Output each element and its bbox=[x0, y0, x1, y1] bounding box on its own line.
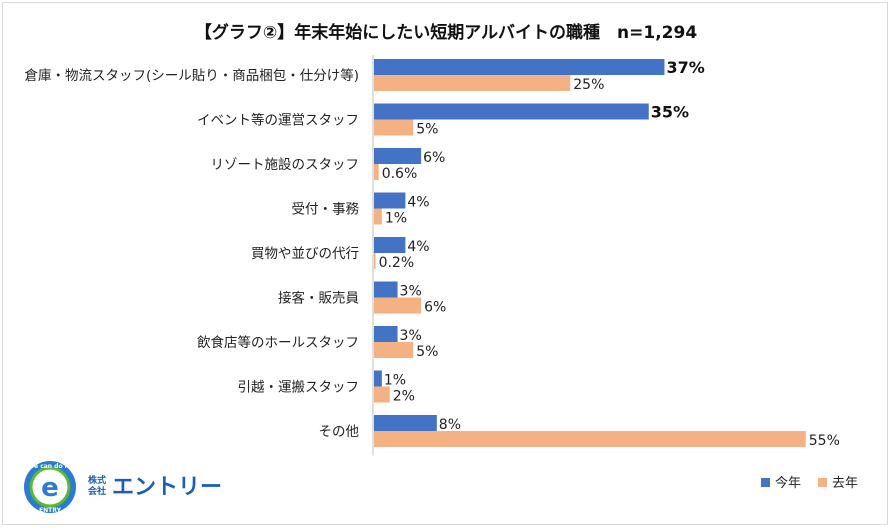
logo-ring-top-text: We can do it! bbox=[28, 463, 73, 470]
legend-label: 今年 bbox=[775, 475, 801, 491]
bar-last-year bbox=[374, 119, 414, 136]
data-label: 1% bbox=[385, 211, 407, 227]
data-label: 1% bbox=[384, 373, 406, 389]
category-label: イベント等の運営スタッフ bbox=[197, 112, 359, 129]
data-label: 25% bbox=[573, 77, 604, 93]
company-logo: e We can do it! ENTRY 株式 会社 エントリー bbox=[24, 461, 222, 514]
logo-letter: e bbox=[41, 473, 59, 503]
bar-last-year bbox=[374, 386, 390, 403]
category-label: 飲食店等のホールスタッフ bbox=[197, 334, 359, 351]
category-label: 買物や並びの代行 bbox=[251, 246, 359, 262]
data-label: 3% bbox=[400, 328, 422, 344]
bar-last-year bbox=[374, 431, 806, 447]
category-label: リゾート施設のスタッフ bbox=[211, 157, 360, 173]
company-prefix-line1: 株式 bbox=[88, 474, 106, 486]
data-label: 55% bbox=[809, 433, 840, 449]
category-label: 引越・運搬スタッフ bbox=[238, 380, 360, 396]
bar-this-year bbox=[374, 281, 398, 298]
legend-swatch-this-year bbox=[761, 478, 770, 487]
data-label: 35% bbox=[651, 103, 689, 122]
bar-last-year bbox=[374, 164, 379, 180]
chart-title: 【グラフ②】年末年始にしたい短期アルバイトの職種 n=1,294 bbox=[195, 22, 698, 43]
data-label: 4% bbox=[407, 239, 429, 255]
bar-last-year bbox=[374, 253, 376, 269]
logo-ring-bottom-text: ENTRY bbox=[39, 507, 62, 514]
bar-this-year bbox=[374, 59, 665, 75]
data-label: 6% bbox=[423, 150, 445, 166]
bar-last-year bbox=[374, 75, 571, 91]
category-label: 接客・販売員 bbox=[278, 290, 359, 307]
company-name: エントリー bbox=[112, 475, 222, 500]
legend-swatch-last-year bbox=[818, 478, 827, 487]
data-label: 4% bbox=[407, 195, 429, 211]
bar-this-year bbox=[374, 370, 382, 387]
bar-last-year bbox=[374, 297, 422, 314]
category-label: その他 bbox=[319, 424, 360, 440]
data-label: 0.6% bbox=[382, 166, 418, 182]
bar-this-year bbox=[374, 237, 406, 253]
bar-this-year bbox=[374, 326, 398, 342]
legend: 今年 去年 bbox=[761, 475, 858, 491]
data-label: 5% bbox=[416, 344, 438, 360]
bar-this-year bbox=[374, 148, 422, 164]
bar-last-year bbox=[374, 208, 382, 225]
data-label: 8% bbox=[439, 417, 461, 433]
company-prefix-line2: 会社 bbox=[88, 485, 106, 497]
category-label: 受付・事務 bbox=[292, 202, 360, 218]
data-label: 0.2% bbox=[379, 255, 415, 271]
data-label: 3% bbox=[400, 284, 422, 300]
bar-this-year bbox=[374, 192, 406, 209]
data-label: 5% bbox=[416, 122, 438, 138]
data-label: 2% bbox=[393, 389, 415, 405]
bar-this-year bbox=[374, 103, 649, 120]
logo-inner-circle-icon bbox=[29, 466, 71, 508]
data-label: 37% bbox=[666, 58, 704, 77]
legend-label: 去年 bbox=[832, 476, 858, 491]
data-label: 6% bbox=[424, 300, 446, 316]
plot-area: 倉庫・物流スタッフ(シール貼り・商品梱包・仕分け等) 37% 25% イベント等の運営… bbox=[24, 55, 840, 456]
bar-this-year bbox=[374, 415, 437, 431]
category-label: 倉庫・物流スタッフ(シール貼り・商品梱包・仕分け等) bbox=[24, 67, 359, 84]
bar-last-year bbox=[374, 342, 414, 358]
